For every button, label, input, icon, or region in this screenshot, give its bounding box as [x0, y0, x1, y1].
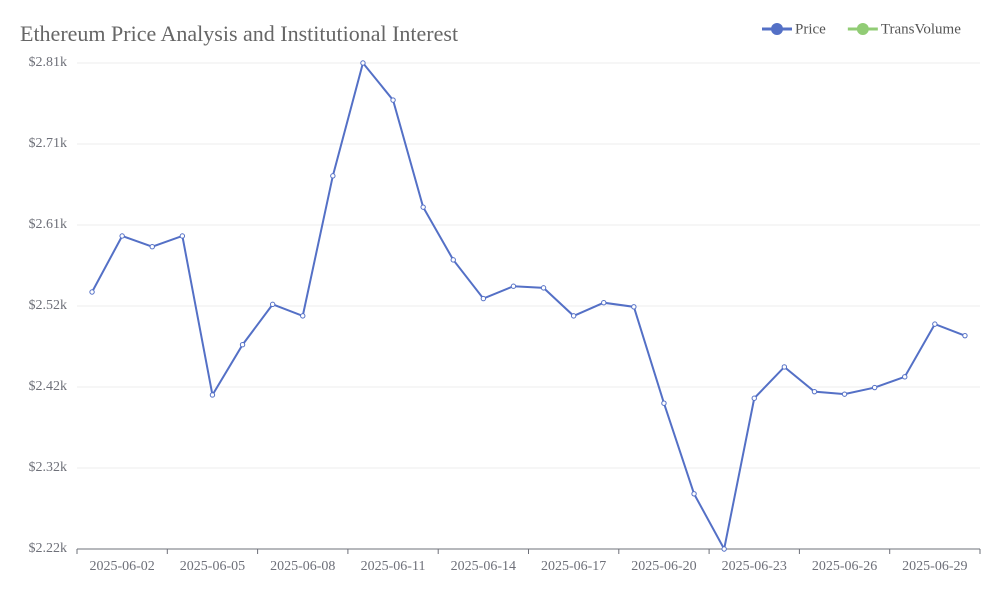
point [209, 392, 216, 398]
x-tick-label: 2025-06-02 [89, 559, 154, 574]
point [450, 257, 456, 263]
y-tick-label: $2.61k [29, 217, 68, 232]
x-tick-label: 2025-06-08 [270, 559, 335, 574]
point [510, 283, 517, 289]
y-tick-label: $2.42k [29, 379, 68, 394]
y-tick-label: $2.22k [29, 541, 68, 556]
point [661, 400, 667, 406]
point [239, 342, 246, 348]
x-tick-label: 2025-06-26 [812, 559, 877, 574]
point [540, 285, 547, 291]
point [360, 60, 366, 66]
point [149, 243, 155, 250]
y-tick-label: $2.52k [29, 298, 68, 313]
x-tick-label: 2025-06-17 [541, 559, 606, 574]
point [721, 546, 727, 552]
x-tick-label: 2025-06-29 [902, 559, 967, 574]
point [390, 97, 396, 103]
legend-swatch[interactable] [771, 23, 783, 35]
point [962, 332, 968, 339]
x-tick-label: 2025-06-20 [631, 559, 696, 574]
point [269, 301, 276, 308]
point [420, 204, 426, 210]
point [119, 233, 125, 239]
point [751, 395, 757, 401]
point [691, 491, 697, 497]
legend-label[interactable]: Price [795, 21, 826, 37]
point [179, 233, 186, 239]
y-tick-label: $2.32k [29, 460, 68, 475]
point [570, 313, 577, 319]
y-tick-label: $2.71k [29, 136, 68, 151]
point [480, 295, 487, 302]
point [330, 173, 336, 179]
point [601, 300, 607, 306]
point [902, 374, 908, 380]
point [871, 384, 878, 391]
price-line [91, 60, 966, 552]
legend-label[interactable]: TransVolume [881, 21, 961, 37]
point [631, 304, 637, 310]
point [89, 289, 95, 295]
point [932, 321, 938, 327]
point [811, 388, 818, 395]
x-tick-label: 2025-06-11 [361, 559, 426, 574]
legend-swatch[interactable] [856, 23, 869, 35]
x-tick-label: 2025-06-23 [722, 559, 787, 574]
point [300, 313, 306, 319]
chart-title: Ethereum Price Analysis and Institutiona… [20, 21, 458, 46]
point [841, 391, 848, 397]
x-tick-label: 2025-06-05 [180, 559, 245, 574]
y-tick-label: $2.81k [29, 55, 68, 70]
point [781, 364, 788, 370]
x-tick-label: 2025-06-14 [451, 559, 516, 574]
